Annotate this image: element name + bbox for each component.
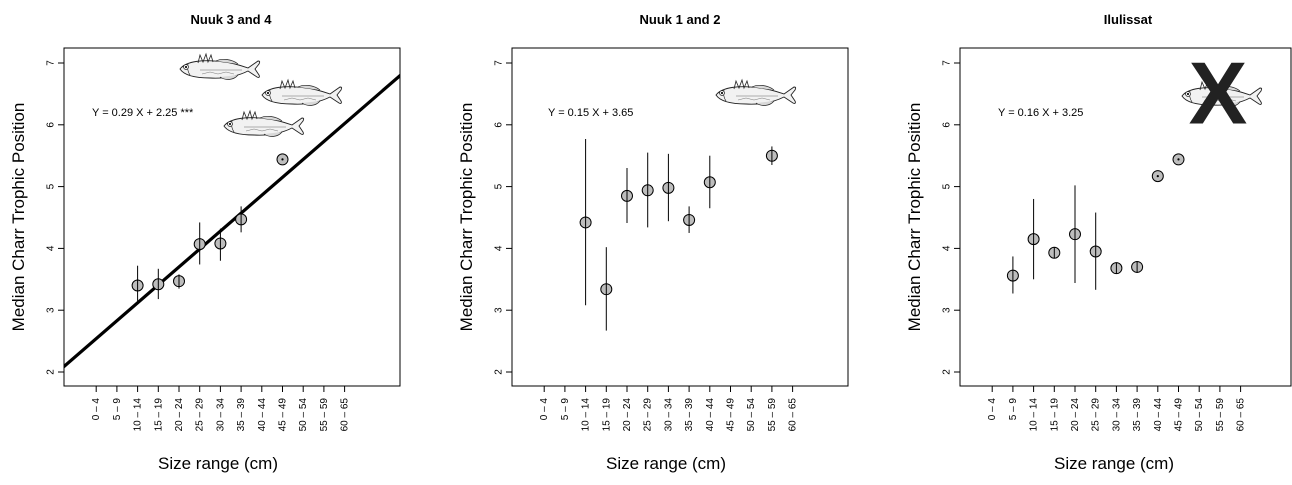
x-tick-label: 40 – 44 <box>1153 398 1164 432</box>
y-tick-label: 7 <box>942 60 953 66</box>
x-axis-label: Size range (cm) <box>158 454 278 473</box>
y-axis-label: Median Charr Trophic Position <box>905 103 924 332</box>
y-tick-label: 3 <box>942 307 953 313</box>
x-tick-label: 55 – 59 <box>767 398 778 432</box>
y-tick-label: 5 <box>46 183 57 189</box>
x-tick-label: 25 – 29 <box>643 398 654 432</box>
x-tick-label: 60 – 65 <box>340 398 351 432</box>
y-tick-label: 7 <box>494 60 505 66</box>
x-tick-label: 5 – 9 <box>1008 398 1019 421</box>
x-tick-label: 30 – 34 <box>1111 398 1122 432</box>
fish-icon <box>179 53 261 80</box>
y-tick-label: 5 <box>942 183 953 189</box>
data-point-center <box>1156 174 1159 178</box>
y-tick-label: 2 <box>46 369 57 375</box>
x-tick-label: 30 – 34 <box>663 398 674 432</box>
y-tick-label: 5 <box>494 183 505 189</box>
data-point-center <box>281 158 284 161</box>
chart-panel: Ilulissat 2 3 4 5 6 7 0 – 4 5 – 9 10 – 14 15 – 19 2… <box>905 12 1292 473</box>
x-tick-label: 5 – 9 <box>112 398 123 421</box>
x-tick-label: 10 – 14 <box>1029 398 1040 432</box>
y-tick-label: 2 <box>942 369 953 375</box>
x-tick-label: 55 – 59 <box>319 398 330 432</box>
y-tick-label: 4 <box>494 245 505 251</box>
chart-title: Ilulissat <box>1104 12 1153 27</box>
y-axis-label: Median Charr Trophic Position <box>457 103 476 332</box>
x-tick-label: 20 – 24 <box>1070 398 1081 432</box>
x-tick-label: 0 – 4 <box>539 398 550 421</box>
x-axis-label: Size range (cm) <box>1054 454 1174 473</box>
regression-line <box>64 73 400 369</box>
x-axis-label: Size range (cm) <box>606 454 726 473</box>
y-tick-label: 6 <box>942 122 953 128</box>
cross-mark: X <box>1189 43 1248 142</box>
x-tick-label: 10 – 14 <box>581 398 592 432</box>
fish-icon <box>223 110 305 137</box>
x-tick-label: 45 – 49 <box>726 398 737 432</box>
plot-frame <box>511 47 849 387</box>
y-tick-label: 6 <box>46 122 57 128</box>
y-tick-label: 4 <box>46 245 57 251</box>
plot-frame <box>959 47 1292 387</box>
regression-equation: Y = 0.16 X + 3.25 <box>998 107 1083 119</box>
x-tick-label: 0 – 4 <box>987 398 998 421</box>
regression-equation: Y = 0.29 X + 2.25 *** <box>92 107 194 119</box>
chart-title: Nuuk 1 and 2 <box>640 12 721 27</box>
x-tick-label: 35 – 39 <box>684 398 695 432</box>
y-tick-label: 7 <box>46 60 57 66</box>
x-tick-label: 60 – 65 <box>1236 398 1247 432</box>
y-axis-label: Median Charr Trophic Position <box>9 103 28 332</box>
x-tick-label: 30 – 34 <box>215 398 226 432</box>
data-point-center <box>1177 158 1180 161</box>
x-tick-label: 50 – 54 <box>746 398 757 432</box>
x-tick-label: 45 – 49 <box>278 398 289 432</box>
x-tick-label: 50 – 54 <box>1194 398 1205 432</box>
chart-panel: Nuuk 1 and 2 2 3 4 5 6 7 0 – 4 5 – 9 10 – 14 15 – … <box>457 12 849 473</box>
x-tick-label: 25 – 29 <box>195 398 206 432</box>
regression-equation: Y = 0.15 X + 3.65 <box>548 107 633 119</box>
x-tick-label: 10 – 14 <box>133 398 144 432</box>
x-tick-label: 35 – 39 <box>1132 398 1143 432</box>
y-tick-label: 3 <box>46 307 57 313</box>
x-tick-label: 5 – 9 <box>560 398 571 421</box>
y-tick-label: 3 <box>494 307 505 313</box>
x-tick-label: 20 – 24 <box>622 398 633 432</box>
fish-icon <box>715 79 797 106</box>
x-tick-label: 40 – 44 <box>257 398 268 432</box>
x-tick-label: 25 – 29 <box>1091 398 1102 432</box>
plot-frame <box>63 47 401 387</box>
y-tick-label: 6 <box>494 122 505 128</box>
x-tick-label: 20 – 24 <box>174 398 185 432</box>
x-tick-label: 50 – 54 <box>298 398 309 432</box>
fish-icon <box>261 79 343 106</box>
x-tick-label: 60 – 65 <box>788 398 799 432</box>
x-tick-label: 40 – 44 <box>705 398 716 432</box>
x-tick-label: 0 – 4 <box>91 398 102 421</box>
x-tick-label: 55 – 59 <box>1215 398 1226 432</box>
x-tick-label: 15 – 19 <box>601 398 612 432</box>
x-tick-label: 45 – 49 <box>1174 398 1185 432</box>
x-tick-label: 15 – 19 <box>1049 398 1060 432</box>
y-tick-label: 4 <box>942 245 953 251</box>
chart-title: Nuuk 3 and 4 <box>191 12 273 27</box>
chart-panel: Nuuk 3 and 4 2 3 4 5 6 7 0 – 4 5 – 9 10 – 14 15 – … <box>9 12 401 473</box>
x-tick-label: 15 – 19 <box>153 398 164 432</box>
y-tick-label: 2 <box>494 369 505 375</box>
x-tick-label: 35 – 39 <box>236 398 247 432</box>
